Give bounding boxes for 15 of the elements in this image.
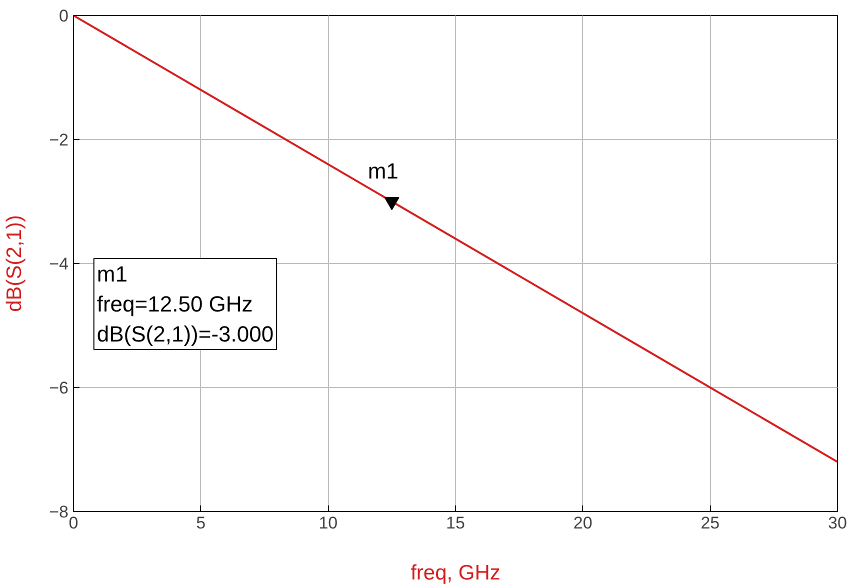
y-tick-label: −8 — [49, 502, 69, 522]
annotation: m1 — [368, 158, 398, 184]
x-tick-label: 15 — [446, 514, 465, 532]
annotation: m1 freq=12.50 GHz dB(S(2,1))=-3.000 — [96, 262, 274, 347]
y-tick-label: −4 — [49, 254, 69, 274]
y-tick-label: 0 — [59, 6, 69, 26]
y-tick-label: −2 — [49, 130, 69, 150]
x-axis-title: freq, GHz — [410, 562, 500, 584]
y-tick-label: −6 — [49, 378, 69, 398]
x-tick-label: 25 — [700, 514, 720, 532]
y-axis-title: dB(S(2,1)) — [3, 215, 26, 312]
x-tick-label: 10 — [318, 514, 338, 532]
x-tick-label: 20 — [573, 514, 592, 532]
x-tick-label: 30 — [828, 514, 847, 532]
x-tick-label: 5 — [196, 514, 206, 532]
